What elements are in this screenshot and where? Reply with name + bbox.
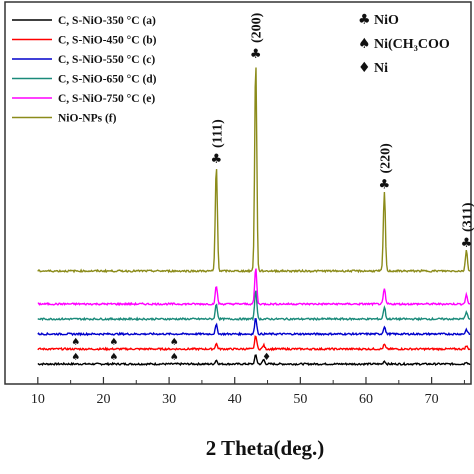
series-layer (37, 67, 471, 367)
acetate-marker-2: ♠ (170, 337, 179, 348)
legend-label-1: C, S-NiO-450 °C (b) (58, 35, 157, 47)
acetate-marker-3: ♠ (71, 352, 80, 363)
legend-label-3: C, S-NiO-650 °C (d) (58, 74, 157, 86)
phase-symbol-1: ♠ (358, 36, 371, 52)
series-line-5 (37, 67, 471, 274)
plot-frame (4, 1, 472, 385)
miller-index-0: (111) (210, 119, 225, 148)
acetate-marker-0: ♠ (71, 337, 80, 348)
phase-label-0: NiO (374, 13, 399, 28)
legend-label-5: NiO-NPs (f) (58, 113, 117, 125)
x-tick-label-6: 70 (425, 392, 439, 407)
nio-peak-marker-3: ♣ (461, 236, 473, 251)
series-line-1 (37, 335, 471, 352)
x-axis-title: 2 Theta(deg.) (206, 436, 325, 460)
series-line-4 (37, 268, 471, 307)
series-line-3 (37, 290, 471, 322)
x-tick-label-2: 30 (162, 392, 176, 407)
nio-peak-marker-0: ♣ (211, 152, 223, 167)
x-axis-ticks: 10 20 30 40 50 60 70 (31, 377, 465, 407)
nio-peak-marker-2: ♣ (379, 178, 391, 193)
miller-index-2: (220) (378, 143, 393, 174)
annotation-layer: ♣ (111) ♣ (200) ♣ (220) ♣ (311) (210, 12, 474, 251)
acetate-marker-1: ♠ (109, 337, 118, 348)
phase-legend: ♣ NiO♠ Ni(CH₃COO♦ Ni (358, 12, 450, 76)
legend-label-4: C, S-NiO-750 °C (e) (58, 93, 155, 105)
x-tick-label-1: 20 (96, 392, 110, 407)
x-tick-label-0: 10 (31, 392, 45, 407)
ni-marker: ♦ (262, 352, 271, 363)
series-legend: C, S-NiO-350 °C (a) C, S-NiO-450 °C (b) C,… (12, 15, 157, 125)
acetate-marker-4: ♠ (109, 352, 118, 363)
x-tick-label-4: 50 (293, 392, 307, 407)
series-line-0 (37, 354, 471, 367)
x-tick-label-3: 40 (228, 392, 242, 407)
nio-peak-marker-1: ♣ (250, 47, 262, 62)
series-line-2 (37, 318, 471, 337)
legend-label-2: C, S-NiO-550 °C (c) (58, 54, 155, 66)
marker-layer: ♠ ♠ ♠ ♠ ♠ ♠ ♦ (71, 337, 271, 363)
miller-index-1: (200) (250, 12, 265, 43)
phase-label-1: Ni(CH₃COO (374, 37, 450, 52)
x-tick-label-5: 60 (359, 392, 373, 407)
phase-symbol-2: ♦ (358, 60, 371, 76)
legend-label-0: C, S-NiO-350 °C (a) (58, 15, 156, 27)
phase-symbol-0: ♣ (358, 12, 371, 28)
phase-label-2: Ni (374, 61, 388, 76)
miller-index-3: (311) (460, 202, 474, 232)
acetate-marker-5: ♠ (170, 352, 179, 363)
